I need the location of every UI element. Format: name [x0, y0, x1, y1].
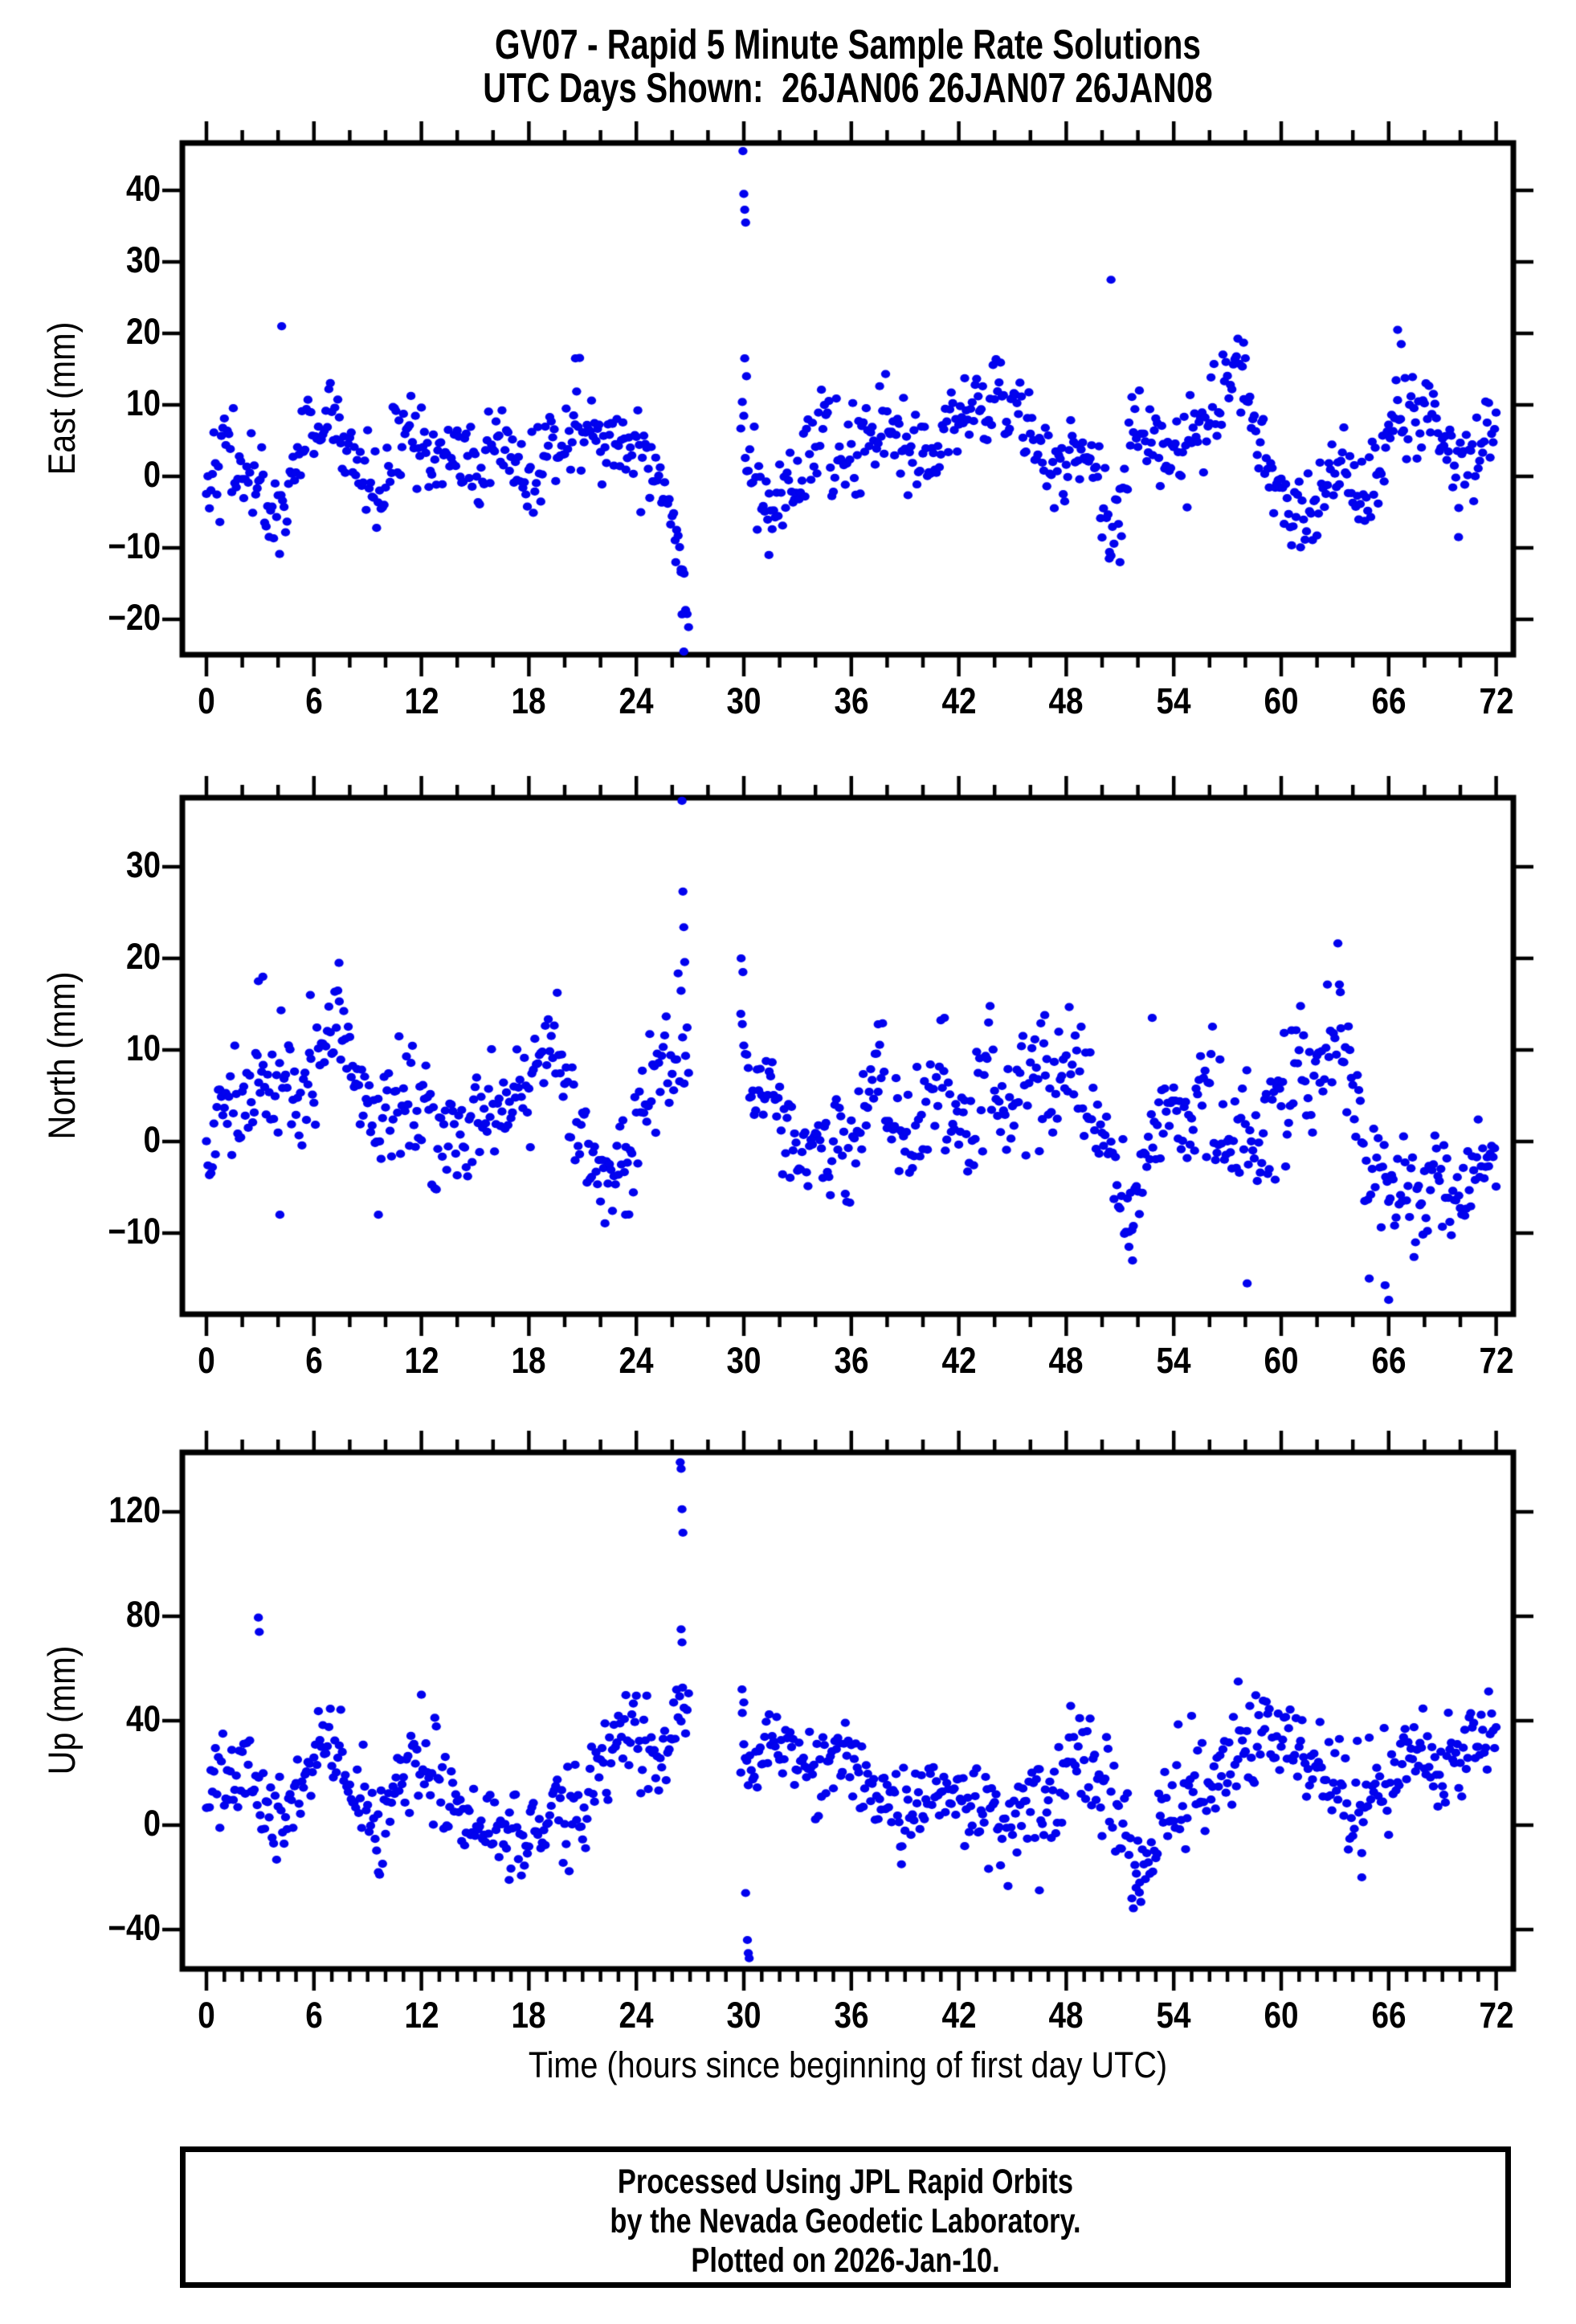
x-tick-label-up: 66 [1371, 1995, 1407, 2036]
x-tick-label-up: 72 [1479, 1995, 1514, 2036]
y-tick-label-east: 20 [125, 311, 161, 352]
footer-line-1: Processed Using JPL Rapid Orbits [617, 2163, 1074, 2201]
x-tick-label-north: 72 [1479, 1340, 1514, 1381]
x-tick-label-north: 12 [404, 1340, 439, 1381]
y-tick-label-up: 0 [143, 1803, 161, 1844]
y-tick-label-north: 20 [125, 936, 161, 977]
x-axis-label: Time (hours since beginning of first day… [528, 2044, 1168, 2085]
x-tick-label-north: 24 [619, 1340, 654, 1381]
x-tick-label-east: 60 [1264, 680, 1299, 721]
footer-line-3: Plotted on 2026-Jan-10. [691, 2241, 1000, 2280]
x-tick-label-east: 48 [1048, 680, 1084, 721]
x-tick-label-east: 0 [198, 680, 215, 721]
x-tick-label-up: 12 [404, 1995, 439, 2036]
x-tick-label-east: 18 [511, 680, 546, 721]
chart-title: GV07 - Rapid 5 Minute Sample Rate Soluti… [495, 22, 1201, 68]
footer-box: Processed Using JPL Rapid Orbits by the … [180, 2146, 1511, 2288]
x-tick-label-east: 72 [1479, 680, 1514, 721]
y-tick-label-up: −40 [108, 1907, 161, 1948]
y-tick-label-north: −10 [108, 1211, 161, 1252]
x-tick-label-north: 0 [198, 1340, 215, 1381]
x-tick-label-up: 42 [941, 1995, 977, 2036]
x-tick-label-east: 12 [404, 680, 439, 721]
y-tick-label-east: −20 [108, 597, 161, 638]
y-tick-label-up: 80 [125, 1594, 161, 1635]
x-tick-label-up: 6 [305, 1995, 323, 2036]
x-tick-label-east: 6 [305, 680, 323, 721]
x-tick-label-north: 66 [1371, 1340, 1407, 1381]
x-tick-label-east: 66 [1371, 680, 1407, 721]
x-tick-label-up: 30 [726, 1995, 761, 2036]
x-tick-label-up: 0 [198, 1995, 215, 2036]
y-tick-label-up: 120 [108, 1489, 161, 1530]
x-tick-label-north: 6 [305, 1340, 323, 1381]
x-tick-label-north: 48 [1048, 1340, 1084, 1381]
x-tick-label-east: 36 [834, 680, 869, 721]
y-tick-label-east: 40 [125, 168, 161, 209]
x-tick-label-north: 30 [726, 1340, 761, 1381]
y-tick-label-north: 10 [125, 1027, 161, 1068]
x-tick-label-east: 42 [941, 680, 977, 721]
y-tick-label-north: 30 [125, 844, 161, 885]
y-tick-label-east: 30 [125, 239, 161, 280]
x-tick-label-north: 54 [1156, 1340, 1191, 1381]
x-tick-label-east: 54 [1156, 680, 1191, 721]
y-tick-label-north: 0 [143, 1119, 161, 1160]
x-tick-label-north: 36 [834, 1340, 869, 1381]
x-tick-label-up: 18 [511, 1995, 546, 2036]
x-tick-label-up: 36 [834, 1995, 869, 2036]
x-tick-label-north: 42 [941, 1340, 977, 1381]
x-tick-label-up: 48 [1048, 1995, 1084, 2036]
x-tick-label-east: 30 [726, 680, 761, 721]
y-tick-label-up: 40 [125, 1698, 161, 1739]
y-tick-label-east: 0 [143, 454, 161, 495]
x-tick-label-up: 60 [1264, 1995, 1299, 2036]
x-tick-label-north: 60 [1264, 1340, 1299, 1381]
y-tick-label-east: −10 [108, 525, 161, 566]
y-tick-label-east: 10 [125, 382, 161, 423]
x-tick-label-east: 24 [619, 680, 654, 721]
x-tick-label-up: 24 [619, 1995, 654, 2036]
x-tick-label-up: 54 [1156, 1995, 1191, 2036]
footer-line-2: by the Nevada Geodetic Laboratory. [610, 2202, 1081, 2240]
x-tick-label-north: 18 [511, 1340, 546, 1381]
chart-subtitle: UTC Days Shown: 26JAN06 26JAN07 26JAN08 [483, 65, 1213, 112]
